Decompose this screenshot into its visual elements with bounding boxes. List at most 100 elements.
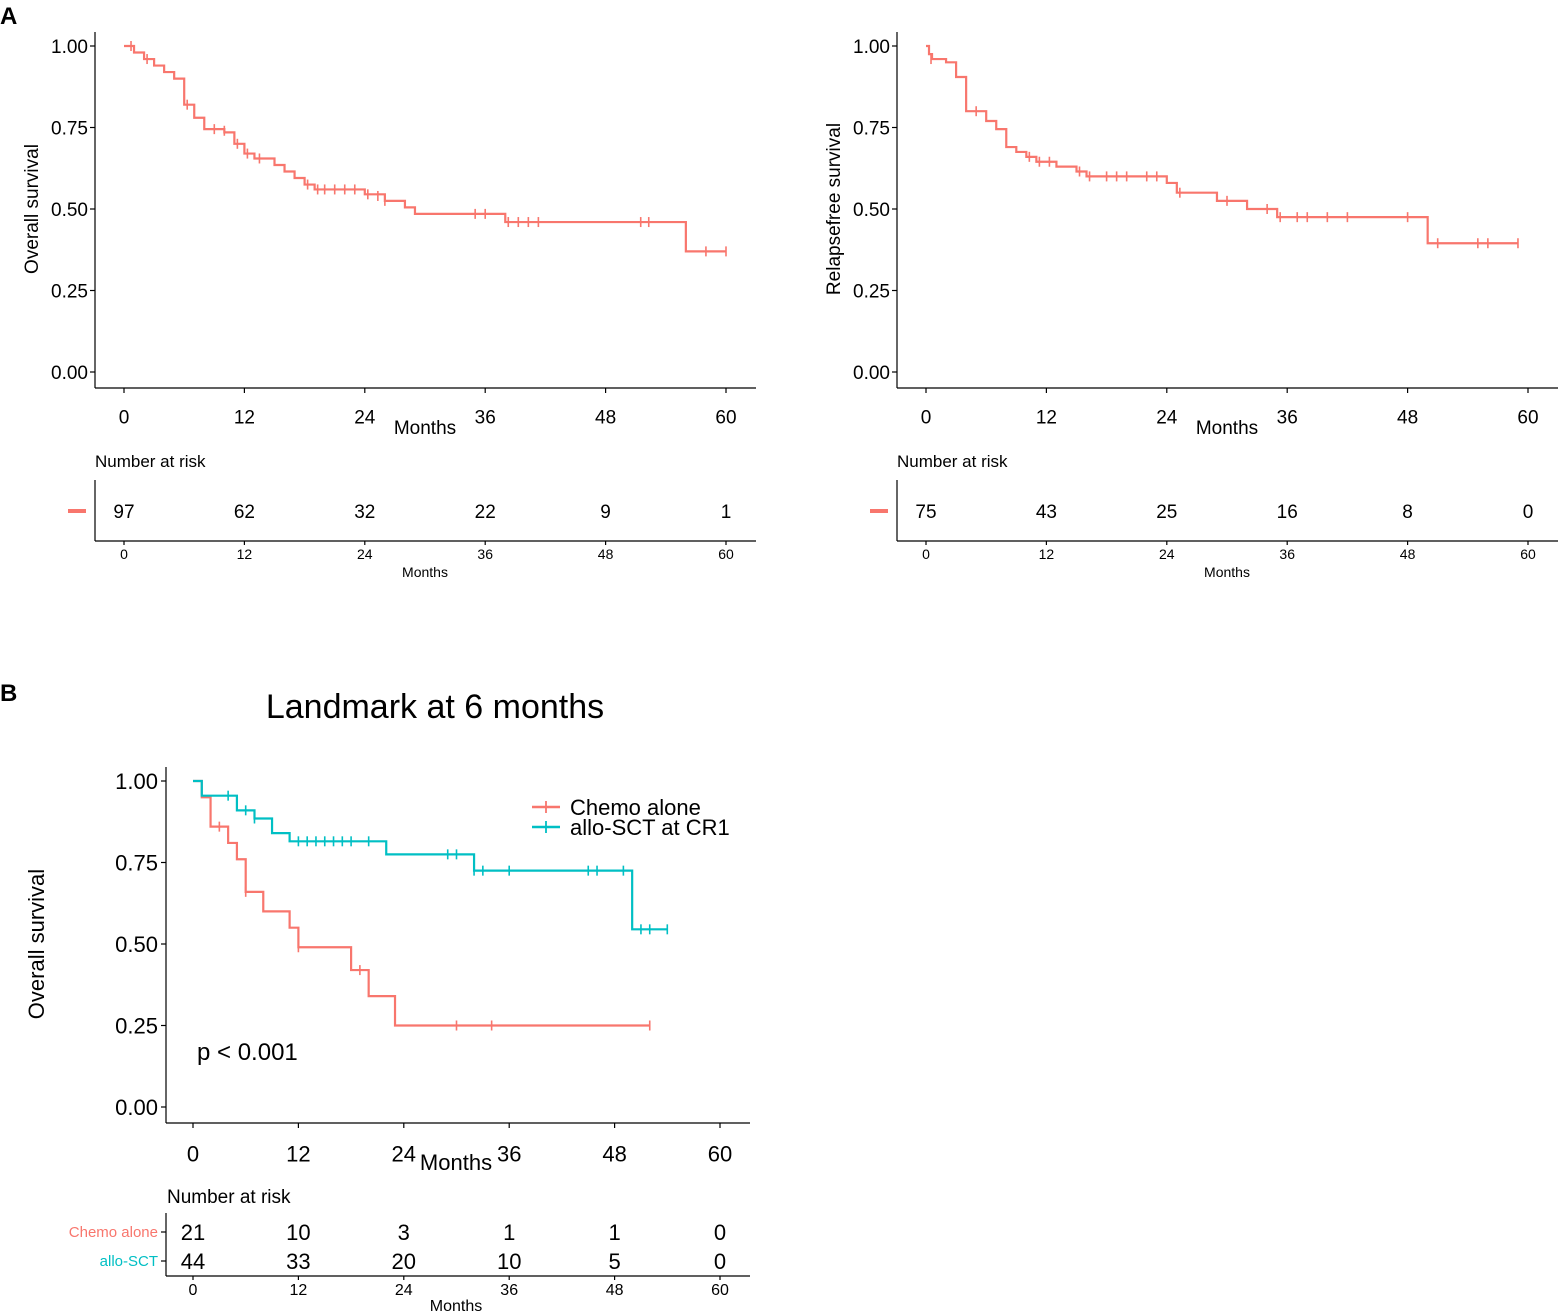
y-tick-label: 1.00 <box>51 37 88 58</box>
legend-label-allo: allo-SCT at CR1 <box>570 815 730 840</box>
risk-x-tick-label: 24 <box>395 1282 413 1299</box>
risk-value: 25 <box>1156 502 1177 523</box>
landmark-chart: Landmark at 6 months Overall survival Mo… <box>24 688 750 1313</box>
risk-x-tick-label: 60 <box>711 1282 729 1299</box>
y-tick-label: 0.50 <box>51 200 88 221</box>
risk-value: 8 <box>1402 502 1413 523</box>
y-tick-label: 0.50 <box>853 200 890 221</box>
x-tick-label: 48 <box>595 407 616 428</box>
risk-value: 1 <box>721 502 732 523</box>
risk-x-tick-label: 0 <box>922 546 930 562</box>
risk-x-axis-label: Months <box>1204 564 1250 580</box>
x-tick-label: 24 <box>392 1141 416 1166</box>
x-tick-label: 48 <box>602 1141 626 1166</box>
risk-x-tick-label: 12 <box>1039 546 1055 562</box>
x-tick-label: 36 <box>497 1141 521 1166</box>
x-tick-label: 24 <box>354 407 376 428</box>
risk-value: 62 <box>234 502 255 523</box>
risk-x-tick-label: 36 <box>477 546 493 562</box>
risk-value: 1 <box>503 1220 515 1245</box>
x-tick-label: 12 <box>1036 407 1057 428</box>
km-curve-2 <box>193 779 668 931</box>
y-tick-label: 0.00 <box>115 1095 158 1120</box>
risk-value: 0 <box>714 1249 726 1274</box>
risk-x-tick-label: 24 <box>357 546 373 562</box>
y-tick-label: 0.75 <box>115 850 158 875</box>
y-tick-label: 0.50 <box>115 932 158 957</box>
y-tick-label: 1.00 <box>115 769 158 794</box>
risk-value: 16 <box>1277 502 1298 523</box>
risk-value: 44 <box>181 1249 205 1274</box>
risk-value: 10 <box>497 1249 521 1274</box>
risk-x-tick-label: 60 <box>718 546 734 562</box>
risk-row-label: allo-SCT <box>100 1253 158 1270</box>
risk-value: 43 <box>1036 502 1057 523</box>
x-axis-label: Months <box>420 1150 492 1175</box>
y-tick-label: 0.00 <box>853 363 890 384</box>
p-value-annotation: p < 0.001 <box>197 1039 298 1066</box>
panel-label-a: A <box>0 3 17 30</box>
risk-x-tick-label: 60 <box>1520 546 1536 562</box>
x-tick-label: 12 <box>286 1141 310 1166</box>
risk-x-tick-label: 0 <box>120 546 128 562</box>
y-tick-label: 0.25 <box>51 281 88 302</box>
risk-value: 0 <box>714 1220 726 1245</box>
risk-x-axis-label: Months <box>430 1298 482 1313</box>
risk-value: 0 <box>1523 502 1534 523</box>
risk-value: 97 <box>113 502 134 523</box>
risk-x-tick-label: 36 <box>1279 546 1295 562</box>
risk-table-title: Number at risk <box>897 452 1008 471</box>
x-tick-label: 60 <box>715 407 736 428</box>
risk-value: 32 <box>354 502 375 523</box>
risk-x-tick-label: 0 <box>189 1282 198 1299</box>
risk-value: 1 <box>608 1220 620 1245</box>
y-tick-label: 0.75 <box>853 118 890 139</box>
risk-x-tick-label: 24 <box>1159 546 1175 562</box>
x-tick-label: 60 <box>1517 407 1538 428</box>
y-tick-label: 0.00 <box>51 363 88 384</box>
risk-row-label: Chemo alone <box>69 1224 158 1241</box>
risk-x-axis-label: Months <box>402 564 448 580</box>
x-tick-label: 12 <box>234 407 255 428</box>
y-tick-label: 0.25 <box>115 1013 158 1038</box>
risk-value: 5 <box>608 1249 620 1274</box>
risk-value: 22 <box>475 502 496 523</box>
x-tick-label: 0 <box>187 1141 199 1166</box>
x-axis-label: Months <box>394 418 456 439</box>
x-tick-label: 48 <box>1397 407 1418 428</box>
chart-title: Landmark at 6 months <box>266 688 604 726</box>
risk-value: 10 <box>286 1220 310 1245</box>
x-tick-label: 36 <box>1277 407 1298 428</box>
x-tick-label: 0 <box>119 407 130 428</box>
y-tick-label: 0.75 <box>51 118 88 139</box>
risk-value: 21 <box>181 1220 205 1245</box>
km-curve-1 <box>124 44 726 253</box>
risk-table-title: Number at risk <box>167 1187 291 1208</box>
risk-x-tick-label: 12 <box>290 1282 308 1299</box>
x-tick-label: 24 <box>1156 407 1178 428</box>
legend: Chemo alone allo-SCT at CR1 <box>532 795 730 840</box>
y-tick-label: 0.25 <box>853 281 890 302</box>
y-axis-label: Overall survival <box>24 869 49 1019</box>
risk-value: 75 <box>915 502 936 523</box>
risk-x-tick-label: 48 <box>606 1282 624 1299</box>
risk-x-tick-label: 48 <box>1400 546 1416 562</box>
risk-value: 33 <box>286 1249 310 1274</box>
risk-value: 3 <box>398 1220 410 1245</box>
x-tick-label: 60 <box>708 1141 732 1166</box>
risk-table-title: Number at risk <box>95 452 206 471</box>
risk-value: 9 <box>600 502 611 523</box>
x-tick-label: 0 <box>921 407 932 428</box>
km-curve-1 <box>926 44 1518 245</box>
risk-x-tick-label: 48 <box>598 546 614 562</box>
legend-label-chemo: Chemo alone <box>570 795 701 820</box>
x-tick-label: 36 <box>475 407 496 428</box>
x-axis-label: Months <box>1196 418 1258 439</box>
y-axis-label: Overall survival <box>22 144 43 274</box>
risk-x-tick-label: 36 <box>500 1282 518 1299</box>
risk-x-tick-label: 12 <box>237 546 253 562</box>
risk-value: 20 <box>392 1249 416 1274</box>
y-axis-label: Relapsefree survival <box>824 123 845 295</box>
y-tick-label: 1.00 <box>853 37 890 58</box>
